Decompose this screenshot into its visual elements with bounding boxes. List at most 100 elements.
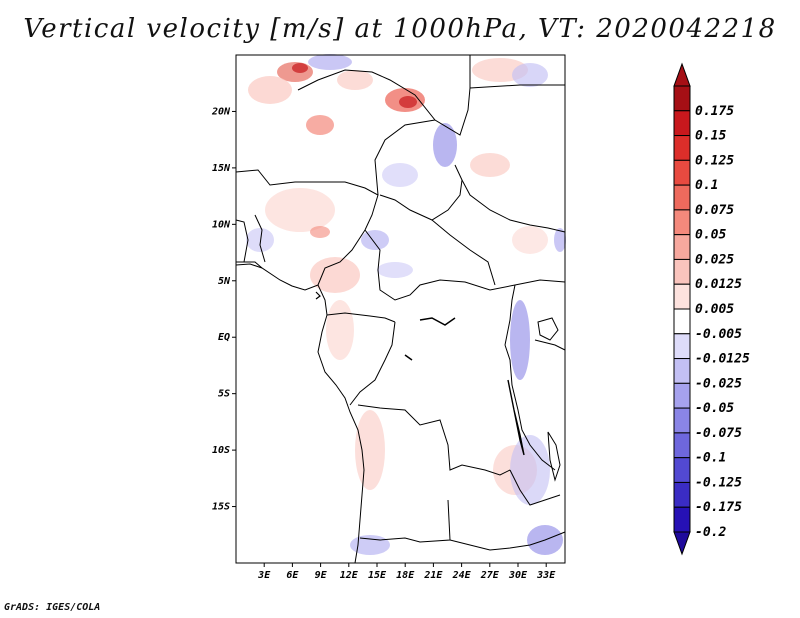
border [534,339,566,351]
colorbar-segment [673,209,691,236]
lat-label: EQ [218,332,230,343]
colorbar-label: -0.05 [695,401,734,416]
colorbar-label: 0.005 [695,302,734,317]
shade-negative [377,262,413,278]
shade-negative [512,63,548,87]
shade-negative [246,228,274,252]
axis-ticks [232,110,547,567]
colorbar [673,62,691,556]
lat-label: 20N [211,106,231,117]
chart-title: Vertical velocity [m/s] at 1000hPa, VT: … [23,14,777,44]
border [359,499,451,543]
lon-label: 3E [257,570,271,581]
colorbar-segment [673,135,691,161]
shade-positive [310,226,330,238]
border [461,179,566,233]
colorbar-segment [673,258,691,285]
border [357,404,511,476]
shade-negative [361,230,389,250]
longitude-labels: 3E 6E 9E 12E 15E 18E 21E 24E 27E 30E 33E [257,570,556,581]
shade-negative [510,435,550,505]
coastlines-and-borders [235,55,566,564]
colorbar-label: 0.125 [695,153,734,168]
shade-positive [265,188,335,232]
colorbar-label: -0.075 [695,426,742,441]
colorbar-label: 0.025 [695,252,734,267]
shade-positive [292,63,308,73]
river [419,317,456,326]
lake [537,317,559,341]
software-credit: GrADS: IGES/COLA [4,602,101,613]
lat-label: 5S [218,389,230,400]
colorbar-label: 0.15 [695,129,726,144]
lon-label: 30E [508,570,528,581]
border [469,84,565,89]
colorbar-label: 0.1 [695,178,718,193]
island [315,291,321,300]
colorbar-segment [673,407,691,434]
border [374,119,436,196]
border [326,312,396,323]
border [349,321,396,406]
colorbar-label: -0.005 [695,327,742,342]
colorbar-label: -0.2 [695,525,726,540]
colorbar-segment [673,159,691,186]
colorbar-label: 0.0125 [695,277,742,292]
border [504,284,516,346]
lake [507,379,525,456]
colorbar-label: 0.075 [695,203,734,218]
border [236,261,263,269]
shade-positive [355,410,385,490]
map-frame [235,54,566,564]
lat-label: 5N [218,276,231,287]
latitude-labels: 20N 15N 10N 5N EQ 5S 10S 15S [211,106,231,512]
lat-label: 15N [212,163,231,174]
lake [547,431,561,482]
colorbar-segment [673,85,691,112]
colorbar-label: -0.175 [695,500,742,515]
map-panel [235,54,566,564]
colorbar-segment [673,358,691,384]
border [449,531,566,551]
colorbar-segment [673,382,691,409]
shade-positive [470,153,510,177]
border [379,164,463,221]
colorbar-labels: 0.175 0.15 0.125 0.1 0.075 0.05 0.025 0.0125 0.0… [695,104,750,540]
colorbar-segment [673,184,691,211]
colorbar-segment [673,234,691,260]
lat-label: 10N [212,219,231,230]
shade-positive [337,70,373,90]
river [404,354,413,361]
lat-label: 15S [212,502,230,513]
shade-positive [310,257,360,293]
colorbar-label: -0.0125 [695,352,750,367]
colorbar-label: -0.1 [695,451,726,466]
lon-label: 21E [423,570,443,581]
colorbar-segment [673,333,691,360]
colorbar-label: 0.05 [695,228,726,243]
border [254,214,266,263]
shade-positive [512,226,548,254]
colorbar-segment [673,481,691,508]
colorbar-segment [673,308,691,335]
border [297,55,471,136]
border [509,469,561,506]
shade-negative [350,535,390,555]
lon-label: 33E [536,570,556,581]
lon-label: 12E [340,570,359,581]
lon-label: 27E [480,570,500,581]
colorbar-segment [673,110,691,137]
coastline [235,263,365,564]
shade-positive [399,96,417,108]
lat-label: 10S [212,445,230,456]
colorbar-label: -0.125 [695,475,742,490]
border [431,219,496,286]
border [235,169,379,231]
colorbar-segment [673,506,691,533]
lon-label: 6E [286,570,299,581]
colorbar-label: 0.175 [695,104,734,119]
shade-positive [248,76,292,104]
shade-negative [433,123,457,167]
colorbar-segment [673,283,691,310]
